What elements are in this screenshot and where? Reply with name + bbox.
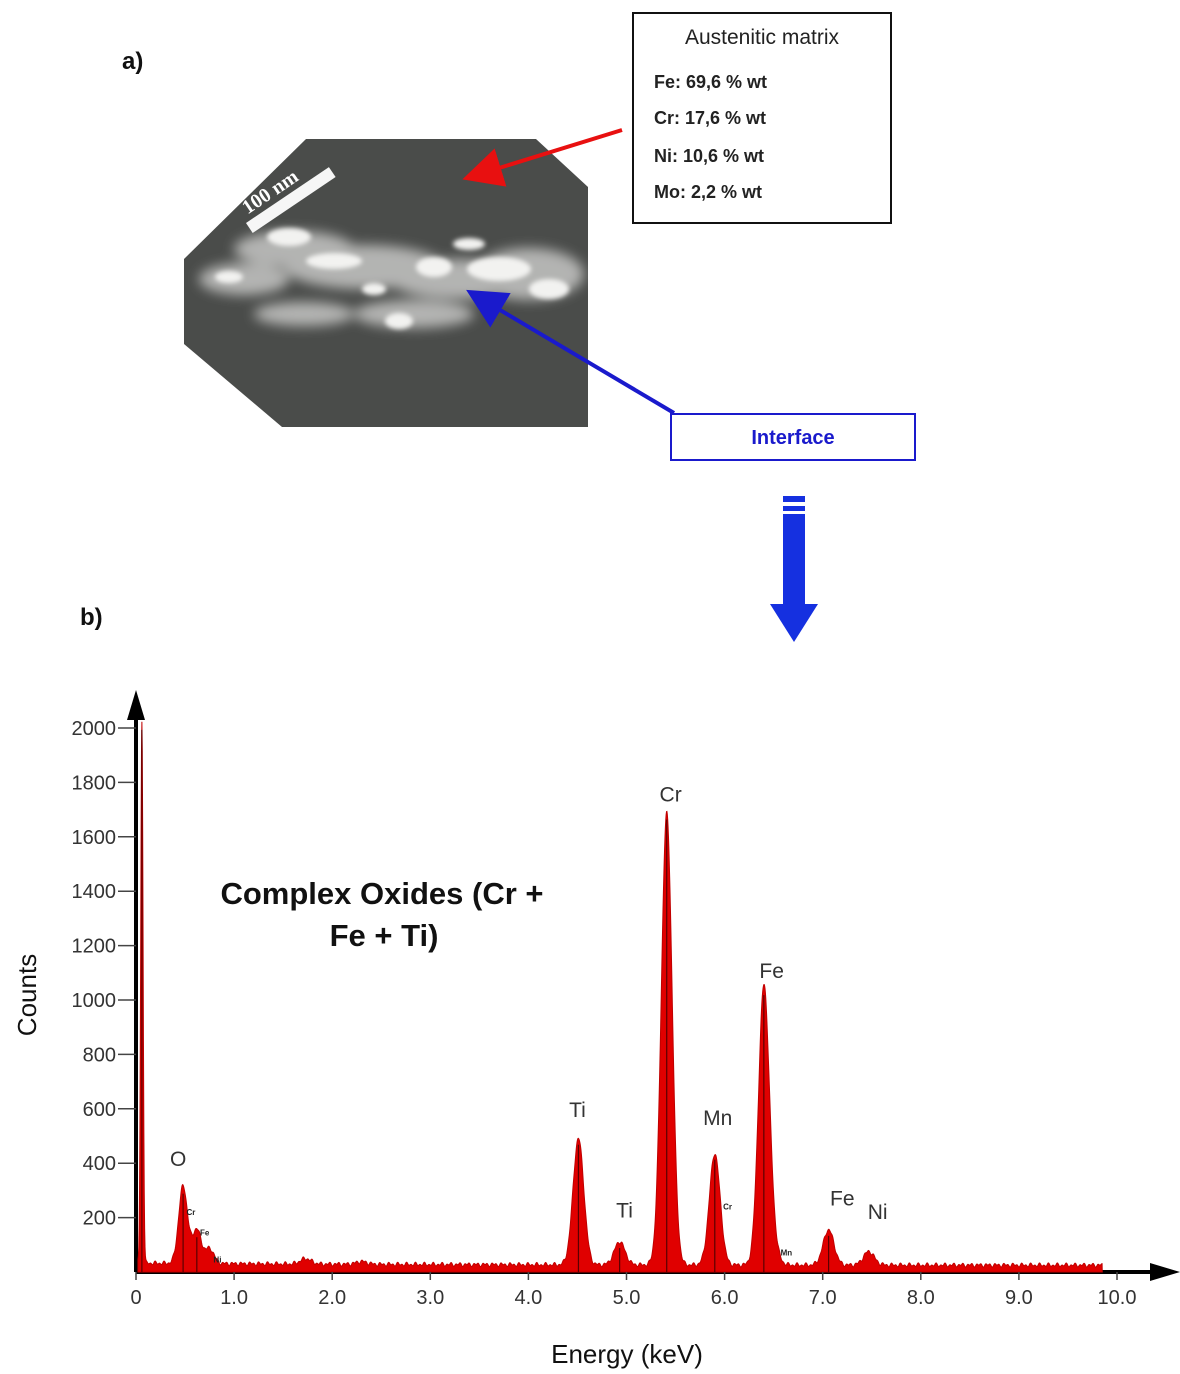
annotation-line-1: Complex Oxides (Cr + [220, 876, 543, 911]
minor-peak-label: Fe [200, 1228, 210, 1237]
minor-peak-label: Mn [781, 1249, 793, 1258]
peak-label: Ni [868, 1201, 888, 1224]
eds-spectrum-chart: 200 400 600 800 1000 1200 1400 1600 1800 2000 0 1.… [12, 690, 1180, 1369]
x-tick-label: 6.0 [711, 1287, 739, 1309]
y-tick-label: 1400 [72, 881, 117, 903]
y-tick-label: 600 [83, 1099, 116, 1121]
y-tick-label: 1600 [72, 827, 117, 849]
peak-label: O [170, 1148, 186, 1171]
x-tick-label: 0 [130, 1287, 141, 1309]
panel-b-label: b) [80, 604, 103, 631]
peak-label: Ti [569, 1099, 586, 1122]
x-tick-label: 1.0 [220, 1287, 248, 1309]
interface-bright-spots [215, 228, 569, 329]
matrix-composition-box: Austenitic matrix Fe: 69,6 % wt Cr: 17,6… [632, 12, 892, 224]
y-tick-label: 2000 [72, 718, 117, 740]
peak-label: Cr [660, 783, 682, 806]
peak-label: Fe [830, 1187, 855, 1210]
y-tick-label: 1200 [72, 936, 117, 958]
y-tick-label: 200 [83, 1208, 116, 1230]
composition-ni: Ni: 10,6 % wt [654, 146, 765, 166]
y-tick-label: 1000 [72, 990, 117, 1012]
x-tick-label: 7.0 [809, 1287, 837, 1309]
peak-markers [141, 729, 830, 1272]
peak-label: Mn [703, 1107, 732, 1130]
minor-peak-label: Cr [186, 1208, 195, 1217]
minor-peak-label: Ni [213, 1255, 221, 1264]
composition-mo: Mo: 2,2 % wt [654, 182, 763, 202]
panel-a-label: a) [122, 48, 144, 75]
annotation-line-2: Fe + Ti) [330, 918, 439, 953]
y-axis-title: Counts [12, 954, 42, 1036]
interface-label: Interface [751, 427, 835, 449]
down-arrow-icon [770, 496, 818, 642]
y-tick-label: 1800 [72, 772, 117, 794]
scale-bar [246, 167, 336, 233]
x-tick-label: 5.0 [613, 1287, 641, 1309]
x-tick-label: 8.0 [907, 1287, 935, 1309]
spectrum-series [137, 721, 1103, 1273]
tem-micrograph: 100 nm [184, 139, 588, 427]
composition-fe: Fe: 69,6 % wt [654, 72, 768, 92]
x-tick-label: 3.0 [416, 1287, 444, 1309]
y-tick-label: 400 [83, 1153, 116, 1175]
x-tick-label: 9.0 [1005, 1287, 1033, 1309]
composition-cr: Cr: 17,6 % wt [654, 108, 767, 128]
matrix-box-title: Austenitic matrix [684, 26, 840, 49]
minor-peak-label: Cr [723, 1202, 732, 1211]
x-axis-title: Energy (keV) [551, 1339, 703, 1369]
y-axis-arrow-icon [127, 690, 145, 720]
y-tick-label: 800 [83, 1044, 116, 1066]
arrows-overlay [462, 128, 818, 642]
peak-label: Fe [759, 960, 784, 983]
chart-axes [127, 690, 1180, 1281]
x-tick-label: 2.0 [318, 1287, 346, 1309]
x-axis-arrow-icon [1150, 1263, 1180, 1281]
x-tick-label: 4.0 [514, 1287, 542, 1309]
peak-label: Ti [616, 1200, 633, 1223]
interface-box: Interface [670, 413, 916, 461]
x-tick-label: 10.0 [1098, 1287, 1137, 1309]
